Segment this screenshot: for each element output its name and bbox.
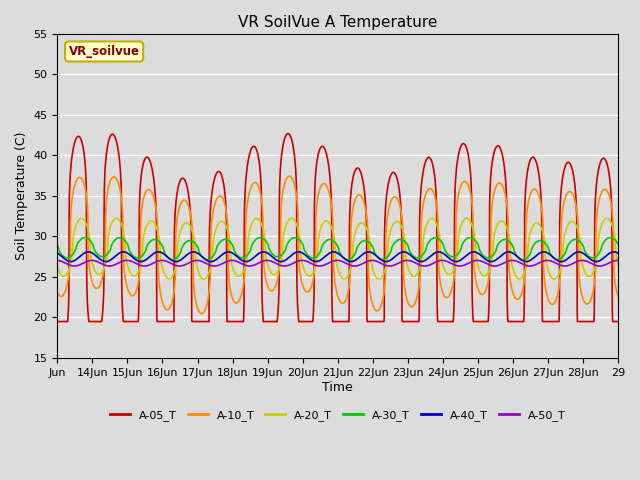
Line: A-40_T: A-40_T <box>58 252 618 262</box>
A-40_T <box>109 255 117 261</box>
A-40_T <box>372 252 380 258</box>
A-05_T <box>614 319 621 324</box>
Y-axis label: Soil Temperature (C): Soil Temperature (C) <box>15 132 28 260</box>
A-40_T <box>172 259 180 264</box>
A-05_T <box>54 319 61 324</box>
A-30_T <box>230 248 238 253</box>
A-05_T <box>507 319 515 324</box>
A-50_T <box>371 258 379 264</box>
A-05_T <box>109 132 117 137</box>
A-10_T <box>507 281 515 287</box>
A-20_T <box>109 217 117 223</box>
A-10_T <box>198 311 205 316</box>
A-50_T <box>386 263 394 269</box>
A-20_T <box>614 262 621 267</box>
Line: A-20_T: A-20_T <box>58 218 618 279</box>
Line: A-10_T: A-10_T <box>58 176 618 313</box>
A-50_T <box>539 259 547 264</box>
A-40_T <box>614 250 621 256</box>
A-20_T <box>372 273 380 279</box>
A-10_T <box>372 308 380 313</box>
A-20_T <box>607 218 614 224</box>
A-30_T <box>256 235 264 240</box>
A-30_T <box>109 239 117 245</box>
A-30_T <box>507 240 515 246</box>
A-10_T <box>539 213 547 218</box>
A-40_T <box>54 250 61 256</box>
Legend: A-05_T, A-10_T, A-20_T, A-30_T, A-40_T, A-50_T: A-05_T, A-10_T, A-20_T, A-30_T, A-40_T, … <box>106 406 570 425</box>
A-05_T <box>284 131 292 136</box>
X-axis label: Time: Time <box>323 381 353 394</box>
A-05_T <box>230 319 238 324</box>
A-40_T <box>507 249 515 255</box>
A-20_T <box>538 227 546 233</box>
A-10_T <box>54 289 61 295</box>
A-20_T <box>54 264 61 270</box>
A-30_T <box>372 252 380 258</box>
A-50_T <box>230 258 238 264</box>
Title: VR SoilVue A Temperature: VR SoilVue A Temperature <box>238 15 437 30</box>
A-20_T <box>550 276 558 282</box>
A-20_T <box>231 269 239 275</box>
A-50_T <box>109 263 117 268</box>
A-50_T <box>607 259 614 265</box>
A-10_T <box>607 197 614 203</box>
A-20_T <box>507 251 515 257</box>
A-10_T <box>614 293 621 299</box>
A-30_T <box>344 257 351 263</box>
A-50_T <box>403 257 411 263</box>
A-50_T <box>507 258 515 264</box>
A-10_T <box>109 174 117 180</box>
A-50_T <box>614 257 621 263</box>
A-40_T <box>231 252 239 258</box>
A-05_T <box>372 319 380 324</box>
A-40_T <box>539 249 547 255</box>
Text: VR_soilvue: VR_soilvue <box>68 45 140 58</box>
Line: A-30_T: A-30_T <box>58 238 618 260</box>
Line: A-50_T: A-50_T <box>58 260 618 266</box>
A-10_T <box>231 300 239 305</box>
A-05_T <box>538 309 546 314</box>
A-50_T <box>54 257 61 263</box>
A-10_T <box>285 173 293 179</box>
A-05_T <box>606 179 614 185</box>
A-30_T <box>614 241 621 247</box>
A-30_T <box>607 235 614 240</box>
A-30_T <box>539 238 547 244</box>
A-30_T <box>54 242 61 248</box>
Line: A-05_T: A-05_T <box>58 133 618 322</box>
A-20_T <box>113 216 120 221</box>
A-40_T <box>154 249 162 255</box>
A-40_T <box>607 250 614 256</box>
